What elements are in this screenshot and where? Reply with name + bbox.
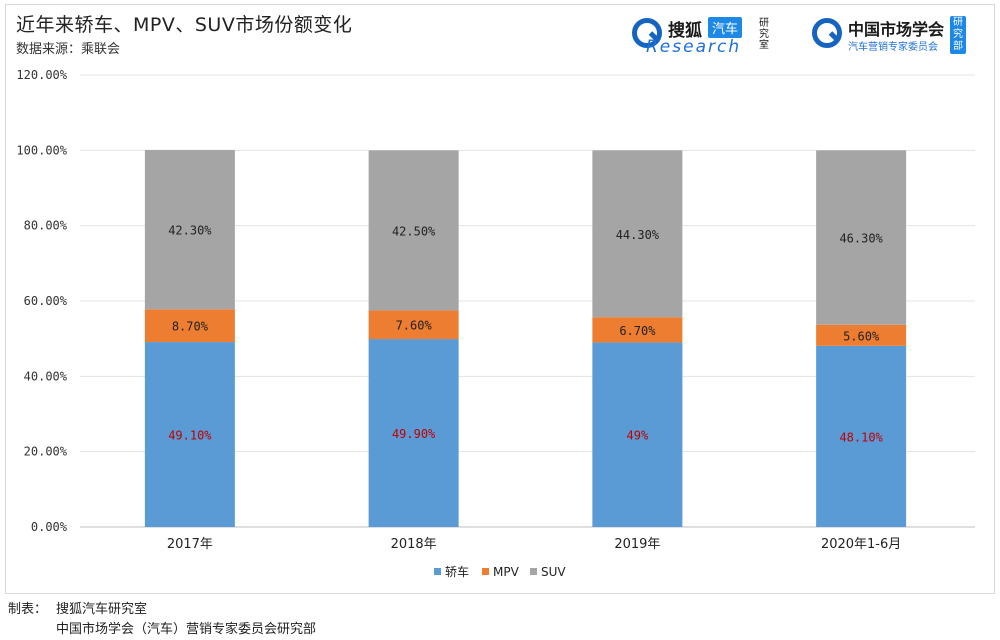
data-label: 5.60% bbox=[843, 329, 880, 343]
logo-cn-tag: 汽车 bbox=[708, 17, 743, 38]
logo-en-text: Research bbox=[646, 37, 742, 57]
footer-line-1: 搜狐汽车研究室 bbox=[56, 602, 148, 617]
legend-swatch bbox=[530, 568, 537, 575]
y-tick-label: 20.00% bbox=[24, 445, 68, 459]
legend-swatch bbox=[434, 568, 441, 575]
bar-segment bbox=[816, 150, 907, 325]
data-label: 49.10% bbox=[168, 429, 212, 443]
bar-segment bbox=[368, 310, 459, 340]
data-label: 48.10% bbox=[839, 430, 883, 444]
bar-segment bbox=[816, 345, 907, 527]
bar-segment bbox=[368, 339, 459, 527]
stacked-bar-chart: 0.00% 20.00% 40.00% 60.00% 80.00% 100.00% 120.… bbox=[16, 68, 975, 579]
legend-label: MPV bbox=[493, 565, 520, 579]
y-tick-label: 80.00% bbox=[24, 219, 68, 233]
data-label: 42.30% bbox=[168, 224, 212, 238]
data-label: 49.90% bbox=[392, 427, 436, 441]
logo-side-text: 研究室 bbox=[759, 18, 769, 51]
q-logo-icon bbox=[632, 18, 662, 48]
sohu-research-logo: 搜狐 汽车 Research 研究室 bbox=[632, 16, 782, 58]
legend-label: SUV bbox=[541, 565, 566, 579]
x-tick-label: 2019年 bbox=[614, 537, 660, 552]
bar-segment bbox=[144, 309, 235, 343]
x-tick-label: 2018年 bbox=[391, 537, 437, 552]
x-tick-label: 2017年 bbox=[167, 537, 213, 552]
bar-segment bbox=[816, 324, 907, 346]
footer: 制表： 搜狐汽车研究室 中国市场学会（汽车）营销专家委员会研究部 bbox=[8, 600, 316, 640]
q-logo-icon bbox=[812, 18, 842, 48]
y-tick-label: 120.00% bbox=[16, 68, 67, 82]
bar-segment bbox=[592, 317, 683, 343]
bar-segment bbox=[592, 150, 683, 318]
x-tick-label: 2020年1-6月 bbox=[821, 537, 901, 552]
data-label: 8.70% bbox=[172, 320, 209, 334]
data-label: 7.60% bbox=[396, 319, 433, 333]
logo-org-name: 中国市场学会 bbox=[848, 20, 945, 39]
bar-segment bbox=[592, 342, 683, 527]
data-label: 49% bbox=[627, 429, 649, 443]
legend-swatch bbox=[482, 568, 489, 575]
y-tick-label: 100.00% bbox=[16, 143, 67, 157]
legend-label: 轿车 bbox=[445, 564, 469, 579]
cmsa-logo: 中国市场学会 汽车营销专家委员会 研究部 bbox=[812, 16, 972, 58]
footer-label: 制表： bbox=[8, 602, 48, 617]
bar-segment bbox=[144, 342, 235, 527]
footer-line-2: 中国市场学会（汽车）营销专家委员会研究部 bbox=[56, 622, 317, 637]
data-label: 46.30% bbox=[839, 232, 883, 246]
y-tick-label: 60.00% bbox=[24, 294, 68, 308]
bar-segment bbox=[368, 150, 459, 311]
chart-subtitle: 数据来源：乘联会 bbox=[16, 42, 121, 57]
data-label: 42.50% bbox=[392, 224, 436, 238]
y-tick-label: 0.00% bbox=[31, 520, 68, 534]
logo-org-side: 研究部 bbox=[950, 16, 966, 54]
y-tick-label: 40.00% bbox=[24, 369, 68, 383]
logo-cn-main: 搜狐 bbox=[668, 21, 702, 41]
data-label: 44.30% bbox=[616, 228, 660, 242]
logo-org-sub: 汽车营销专家委员会 bbox=[848, 42, 938, 53]
chart-title: 近年来轿车、MPV、SUV市场份额变化 bbox=[16, 14, 353, 36]
data-label: 6.70% bbox=[619, 324, 656, 338]
bar-segment bbox=[144, 149, 235, 310]
